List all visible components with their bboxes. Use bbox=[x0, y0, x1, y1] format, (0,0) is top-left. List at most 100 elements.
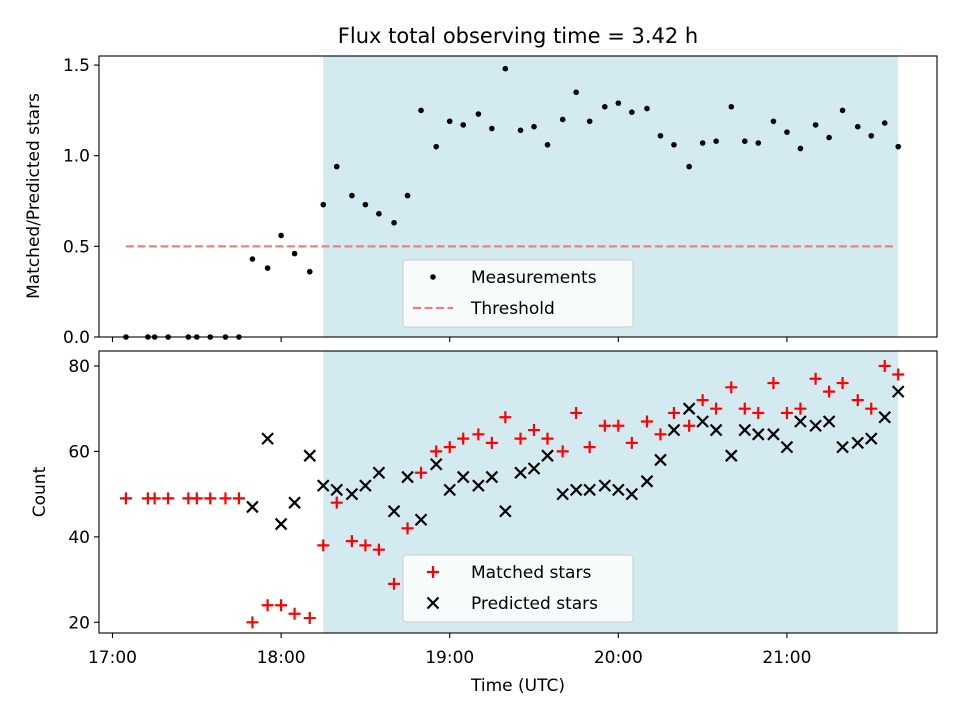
matched-stars-point bbox=[162, 492, 175, 505]
predicted-stars-point bbox=[751, 428, 765, 441]
measurement-point bbox=[573, 89, 579, 96]
matched-stars-point bbox=[598, 419, 611, 432]
predicted-stars-point bbox=[667, 423, 681, 437]
predicted-stars-point bbox=[709, 423, 723, 437]
legend: Measurements Threshold bbox=[402, 259, 634, 328]
predicted-stars-point bbox=[527, 462, 541, 475]
matched-stars-point bbox=[443, 441, 456, 454]
predicted-stars-point bbox=[682, 402, 696, 415]
predicted-stars-point bbox=[891, 385, 905, 398]
plot-frame bbox=[98, 55, 938, 338]
y-tick-label: 20 bbox=[68, 613, 90, 633]
measurement-point bbox=[741, 138, 748, 145]
predicted-stars-point bbox=[261, 432, 274, 445]
predicted-stars-point bbox=[654, 453, 667, 467]
predicted-stars-point bbox=[372, 466, 386, 480]
measurement-point bbox=[629, 109, 635, 115]
legend-marker-matched bbox=[427, 566, 439, 578]
matched-stars-point bbox=[401, 522, 414, 535]
y-tick-label: 1.5 bbox=[63, 56, 90, 76]
measurement-point bbox=[404, 192, 411, 199]
bottom-y-axis-label: Count bbox=[30, 466, 50, 517]
top-y-axis-label: Matched/Predicted stars bbox=[24, 93, 44, 299]
top-panel-ratio: 0.0 0.5 1.0 1.5 Measurements Threshold bbox=[63, 55, 938, 348]
matched-stars-point bbox=[148, 492, 161, 505]
legend-marker-measurements bbox=[430, 274, 436, 280]
measurement-point bbox=[770, 118, 777, 125]
predicted-stars-point bbox=[345, 487, 359, 501]
predicted-stars-point bbox=[246, 500, 259, 514]
measurement-point bbox=[699, 140, 706, 146]
measurement-point bbox=[755, 140, 762, 146]
predicted-stars-point bbox=[288, 496, 301, 509]
predicted-stars-point bbox=[696, 415, 709, 428]
matched-stars-point bbox=[514, 432, 527, 445]
matched-stars-point bbox=[485, 436, 498, 449]
measurement-point bbox=[826, 134, 832, 141]
matched-stars-point bbox=[204, 492, 217, 505]
legend-label: Matched stars bbox=[471, 563, 591, 583]
matched-stars-point bbox=[836, 377, 849, 390]
matched-stars-point bbox=[317, 539, 330, 552]
matched-stars-point bbox=[190, 492, 203, 505]
predicted-stars-point bbox=[738, 423, 752, 437]
x-tick-label: 21:00 bbox=[762, 648, 811, 668]
matched-stars-point bbox=[472, 428, 485, 441]
matched-stars-point bbox=[710, 402, 723, 415]
predicted-stars-point bbox=[499, 504, 512, 518]
matched-stars-point bbox=[570, 406, 583, 419]
matched-stars-point bbox=[119, 492, 132, 505]
matched-stars-point bbox=[430, 445, 443, 458]
measurement-point bbox=[784, 129, 790, 135]
predicted-stars-point bbox=[514, 466, 527, 480]
predicted-stars-point bbox=[485, 470, 499, 484]
x-tick-label: 18:00 bbox=[257, 648, 306, 668]
predicted-stars-point bbox=[767, 428, 780, 441]
predicted-stars-point bbox=[569, 483, 583, 497]
measurement-point bbox=[502, 65, 509, 72]
matched-stars-point bbox=[640, 415, 653, 428]
matched-stars-point bbox=[541, 432, 554, 445]
predicted-stars-point bbox=[851, 436, 865, 450]
legend-label: Threshold bbox=[470, 299, 555, 319]
predicted-stars-point bbox=[583, 483, 596, 497]
matched-stars-point bbox=[809, 372, 822, 385]
matched-stars-point bbox=[415, 466, 428, 479]
matched-stars-point bbox=[865, 402, 878, 415]
predicted-stars-point bbox=[598, 479, 612, 492]
measurement-point bbox=[713, 138, 719, 145]
predicted-stars-point bbox=[274, 517, 288, 531]
measurement-point bbox=[671, 142, 677, 148]
measurement-point bbox=[586, 118, 593, 125]
predicted-stars-point bbox=[640, 475, 654, 488]
measurement-point bbox=[264, 265, 271, 271]
measurement-point bbox=[517, 127, 524, 134]
predicted-stars-point bbox=[794, 415, 807, 428]
x-tick-label: 20:00 bbox=[594, 648, 643, 668]
x-axis-label: Time (UTC) bbox=[470, 676, 565, 696]
matched-stars-point bbox=[528, 424, 541, 437]
measurement-point bbox=[544, 142, 551, 148]
predicted-stars-point bbox=[330, 483, 344, 497]
measurement-point bbox=[489, 125, 495, 132]
measurement-point bbox=[249, 256, 256, 262]
matched-stars-point bbox=[261, 599, 274, 612]
predicted-stars-point bbox=[387, 504, 401, 518]
measurement-point bbox=[362, 201, 369, 208]
measurement-point bbox=[797, 145, 804, 152]
legend: Matched stars Predicted stars bbox=[402, 554, 634, 623]
measurement-point bbox=[320, 201, 327, 208]
legend-box bbox=[402, 259, 634, 328]
matched-stars-point bbox=[823, 385, 836, 398]
measurement-point bbox=[854, 123, 861, 130]
predicted-stars-point bbox=[878, 410, 892, 424]
matched-stars-point bbox=[288, 607, 301, 620]
predicted-stars-point bbox=[625, 487, 639, 501]
predicted-stars-point bbox=[414, 513, 428, 527]
matched-stars-point bbox=[219, 492, 232, 505]
measurement-point bbox=[433, 143, 440, 150]
matched-stars-point bbox=[738, 402, 751, 415]
matched-stars-point bbox=[794, 402, 807, 415]
matched-stars-point bbox=[667, 406, 680, 419]
